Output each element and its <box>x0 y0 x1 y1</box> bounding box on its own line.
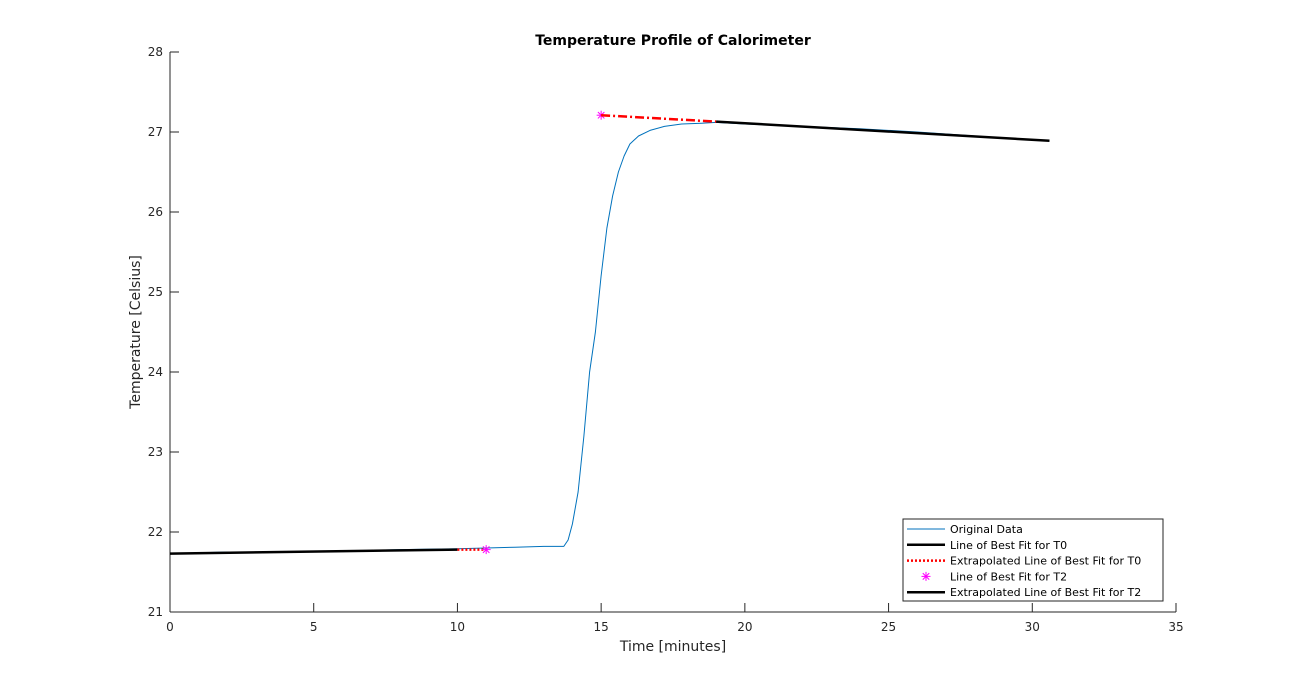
legend-label: Original Data <box>950 523 1023 536</box>
y-tick-label: 26 <box>148 205 163 219</box>
y-axis-label: Temperature [Celsius] <box>128 255 144 410</box>
line-extrapolated-line-of-best-fit-for-t2 <box>716 120 1050 143</box>
plot-lines <box>169 110 1050 555</box>
x-tick-label: 20 <box>737 620 752 634</box>
y-tick-label: 21 <box>148 605 163 619</box>
legend-label: Line of Best Fit for T0 <box>950 539 1067 552</box>
x-tick-label: 30 <box>1025 620 1040 634</box>
x-tick-label: 5 <box>310 620 318 634</box>
legend-box <box>902 518 1164 602</box>
asterisk-stroke <box>482 546 490 554</box>
x-tick-label: 15 <box>594 620 609 634</box>
marker-line-of-best-fit-for-t2 <box>481 545 491 555</box>
line-series-5 <box>601 113 717 123</box>
legend-label: Extrapolated Line of Best Fit for T0 <box>950 555 1141 568</box>
legend-marker <box>921 571 931 581</box>
x-tick-label: 25 <box>881 620 896 634</box>
legend-label: Extrapolated Line of Best Fit for T2 <box>950 586 1141 599</box>
x-tick-label: 35 <box>1168 620 1183 634</box>
x-tick-label: 0 <box>166 620 174 634</box>
y-tick-label: 24 <box>148 365 163 379</box>
y-tick-label: 27 <box>148 125 163 139</box>
legend: Original Data Line of Best Fit for T0 Extr… <box>902 518 1164 602</box>
chart-title: Temperature Profile of Calorimeter <box>535 33 811 49</box>
y-tick-label: 23 <box>148 445 163 459</box>
x-tick-label: 10 <box>450 620 465 634</box>
y-tick-label: 28 <box>148 45 163 59</box>
legend-label: Line of Best Fit for T2 <box>950 570 1067 583</box>
asterisk-stroke <box>922 572 930 580</box>
line-line-of-best-fit-for-t0 <box>169 548 458 555</box>
y-tick-label: 25 <box>148 285 163 299</box>
y-tick-label: 22 <box>148 525 163 539</box>
x-axis-label: Time [minutes] <box>619 639 726 655</box>
axes: 0 5 10 15 20 25 30 35 21 22 23 24 25 26 27 28 <box>148 45 1184 634</box>
